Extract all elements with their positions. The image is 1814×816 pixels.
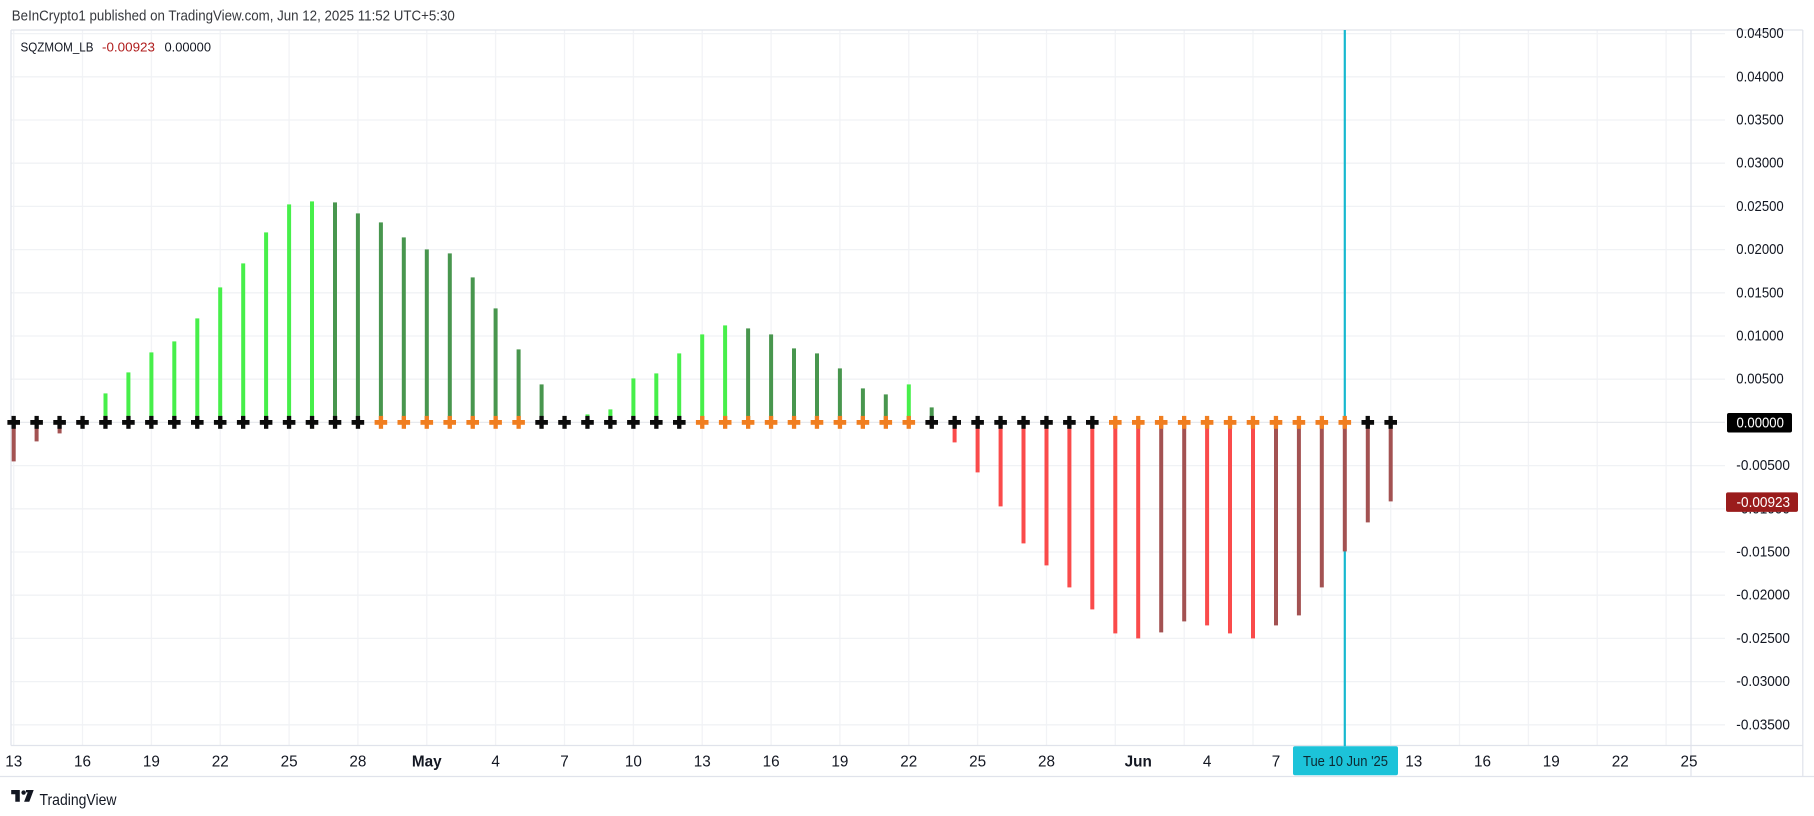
svg-text:13: 13 (694, 753, 711, 770)
svg-text:Tue 10 Jun '25: Tue 10 Jun '25 (1303, 754, 1388, 770)
svg-text:0.00500: 0.00500 (1736, 371, 1783, 388)
svg-text:4: 4 (491, 753, 500, 770)
svg-text:-0.00923: -0.00923 (102, 39, 155, 54)
svg-text:22: 22 (900, 753, 917, 770)
svg-text:0.01000: 0.01000 (1736, 328, 1783, 345)
svg-text:4: 4 (1203, 753, 1212, 770)
svg-text:7: 7 (560, 753, 569, 770)
svg-text:0.00000: 0.00000 (165, 39, 212, 54)
svg-text:0.03500: 0.03500 (1736, 112, 1783, 129)
svg-text:0.01500: 0.01500 (1736, 284, 1783, 301)
svg-text:-0.01500: -0.01500 (1736, 544, 1790, 561)
svg-text:25: 25 (969, 753, 986, 770)
svg-text:22: 22 (1612, 753, 1629, 770)
svg-text:-0.03000: -0.03000 (1736, 673, 1790, 690)
svg-text:22: 22 (212, 753, 229, 770)
svg-text:0.04500: 0.04500 (1736, 25, 1783, 42)
svg-text:TradingView: TradingView (40, 792, 118, 809)
svg-text:BeInCrypto1 published on Tradi: BeInCrypto1 published on TradingView.com… (12, 8, 455, 25)
svg-text:13: 13 (1405, 753, 1422, 770)
svg-text:10: 10 (625, 753, 642, 770)
svg-text:SQZMOM_LB: SQZMOM_LB (21, 39, 94, 54)
svg-text:-0.00500: -0.00500 (1736, 457, 1790, 474)
svg-text:Jun: Jun (1125, 753, 1152, 770)
svg-text:-0.02500: -0.02500 (1736, 630, 1790, 647)
svg-text:-0.02000: -0.02000 (1736, 587, 1790, 604)
svg-text:0.04000: 0.04000 (1736, 68, 1783, 85)
svg-text:-0.03500: -0.03500 (1736, 716, 1790, 733)
svg-text:28: 28 (349, 753, 366, 770)
svg-text:25: 25 (281, 753, 298, 770)
svg-text:0.03000: 0.03000 (1736, 155, 1783, 172)
svg-text:16: 16 (763, 753, 780, 770)
svg-text:19: 19 (1543, 753, 1560, 770)
svg-text:16: 16 (74, 753, 91, 770)
svg-text:19: 19 (831, 753, 848, 770)
svg-text:28: 28 (1038, 753, 1055, 770)
svg-text:0.00000: 0.00000 (1737, 415, 1784, 432)
svg-text:-0.00923: -0.00923 (1737, 494, 1791, 511)
svg-text:16: 16 (1474, 753, 1491, 770)
svg-text:13: 13 (5, 753, 22, 770)
svg-text:25: 25 (1680, 753, 1697, 770)
svg-text:7: 7 (1272, 753, 1281, 770)
svg-text:19: 19 (143, 753, 160, 770)
svg-text:0.02000: 0.02000 (1736, 241, 1783, 258)
svg-text:May: May (412, 753, 442, 770)
svg-text:0.02500: 0.02500 (1736, 198, 1783, 215)
